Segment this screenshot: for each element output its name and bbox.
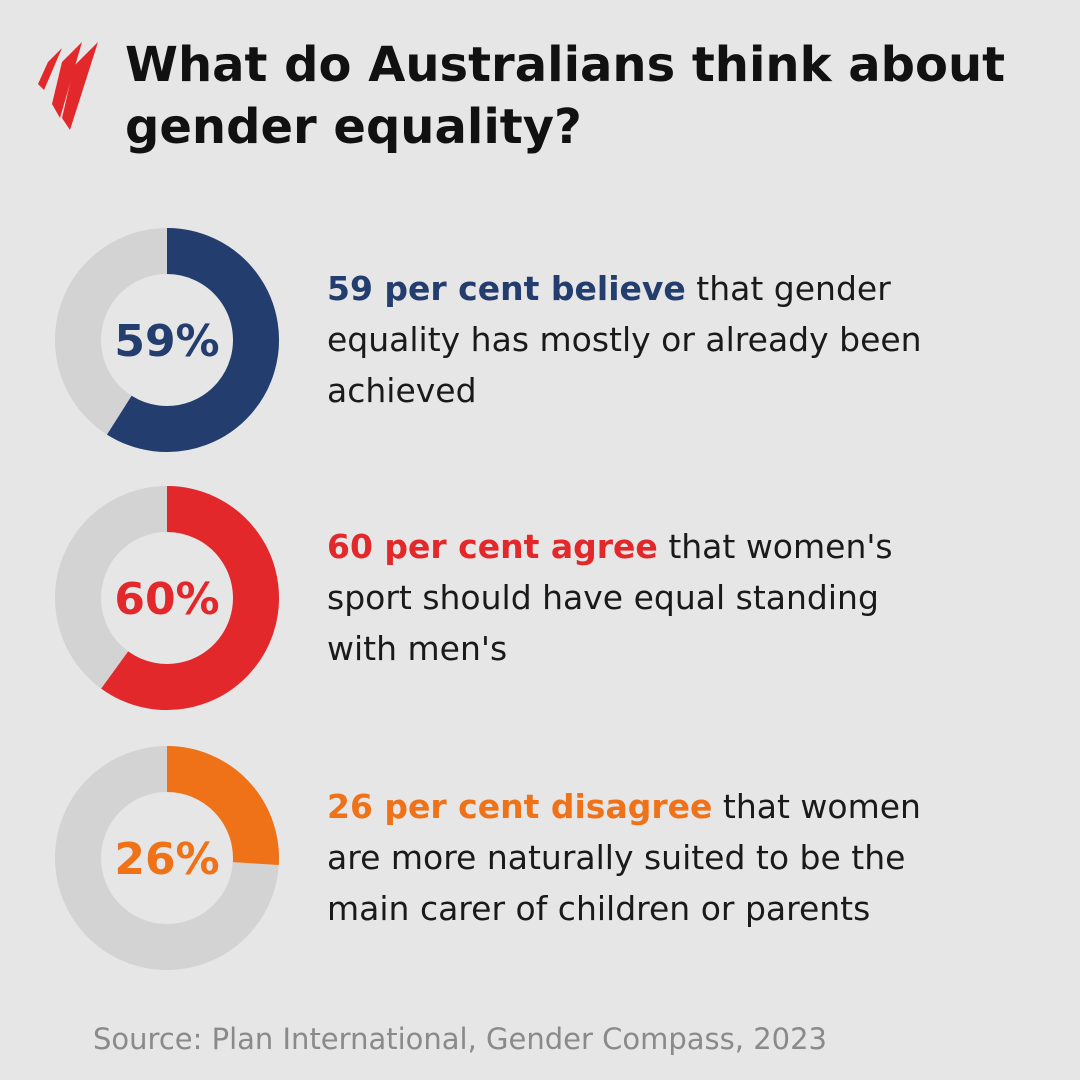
- statement: 60 per cent agree that women's sport sho…: [327, 521, 927, 674]
- statement: 26 per cent disagree that women are more…: [327, 781, 927, 934]
- donut-arc: [107, 228, 279, 452]
- logo: [38, 42, 98, 130]
- donut-label: 59%: [114, 316, 219, 367]
- statement-text: that women are more naturally suited to …: [327, 787, 921, 928]
- statement: 59 per cent believe that gender equality…: [327, 263, 927, 416]
- statement-text: that gender equality has mostly or alrea…: [327, 269, 922, 410]
- source: Source: Plan International, Gender Compa…: [93, 1022, 827, 1056]
- statement-highlight: 59 per cent believe: [327, 269, 686, 308]
- statement-highlight: 60 per cent agree: [327, 527, 658, 566]
- donut-arc: [166, 746, 279, 866]
- donut-arc: [101, 486, 279, 710]
- statement-text: that women's sport should have equal sta…: [327, 527, 893, 668]
- donut-label: 60%: [114, 574, 219, 625]
- donut-label: 26%: [114, 834, 219, 885]
- statement-highlight: 26 per cent disagree: [327, 787, 713, 826]
- title: What do Australians think about gender e…: [125, 37, 1006, 155]
